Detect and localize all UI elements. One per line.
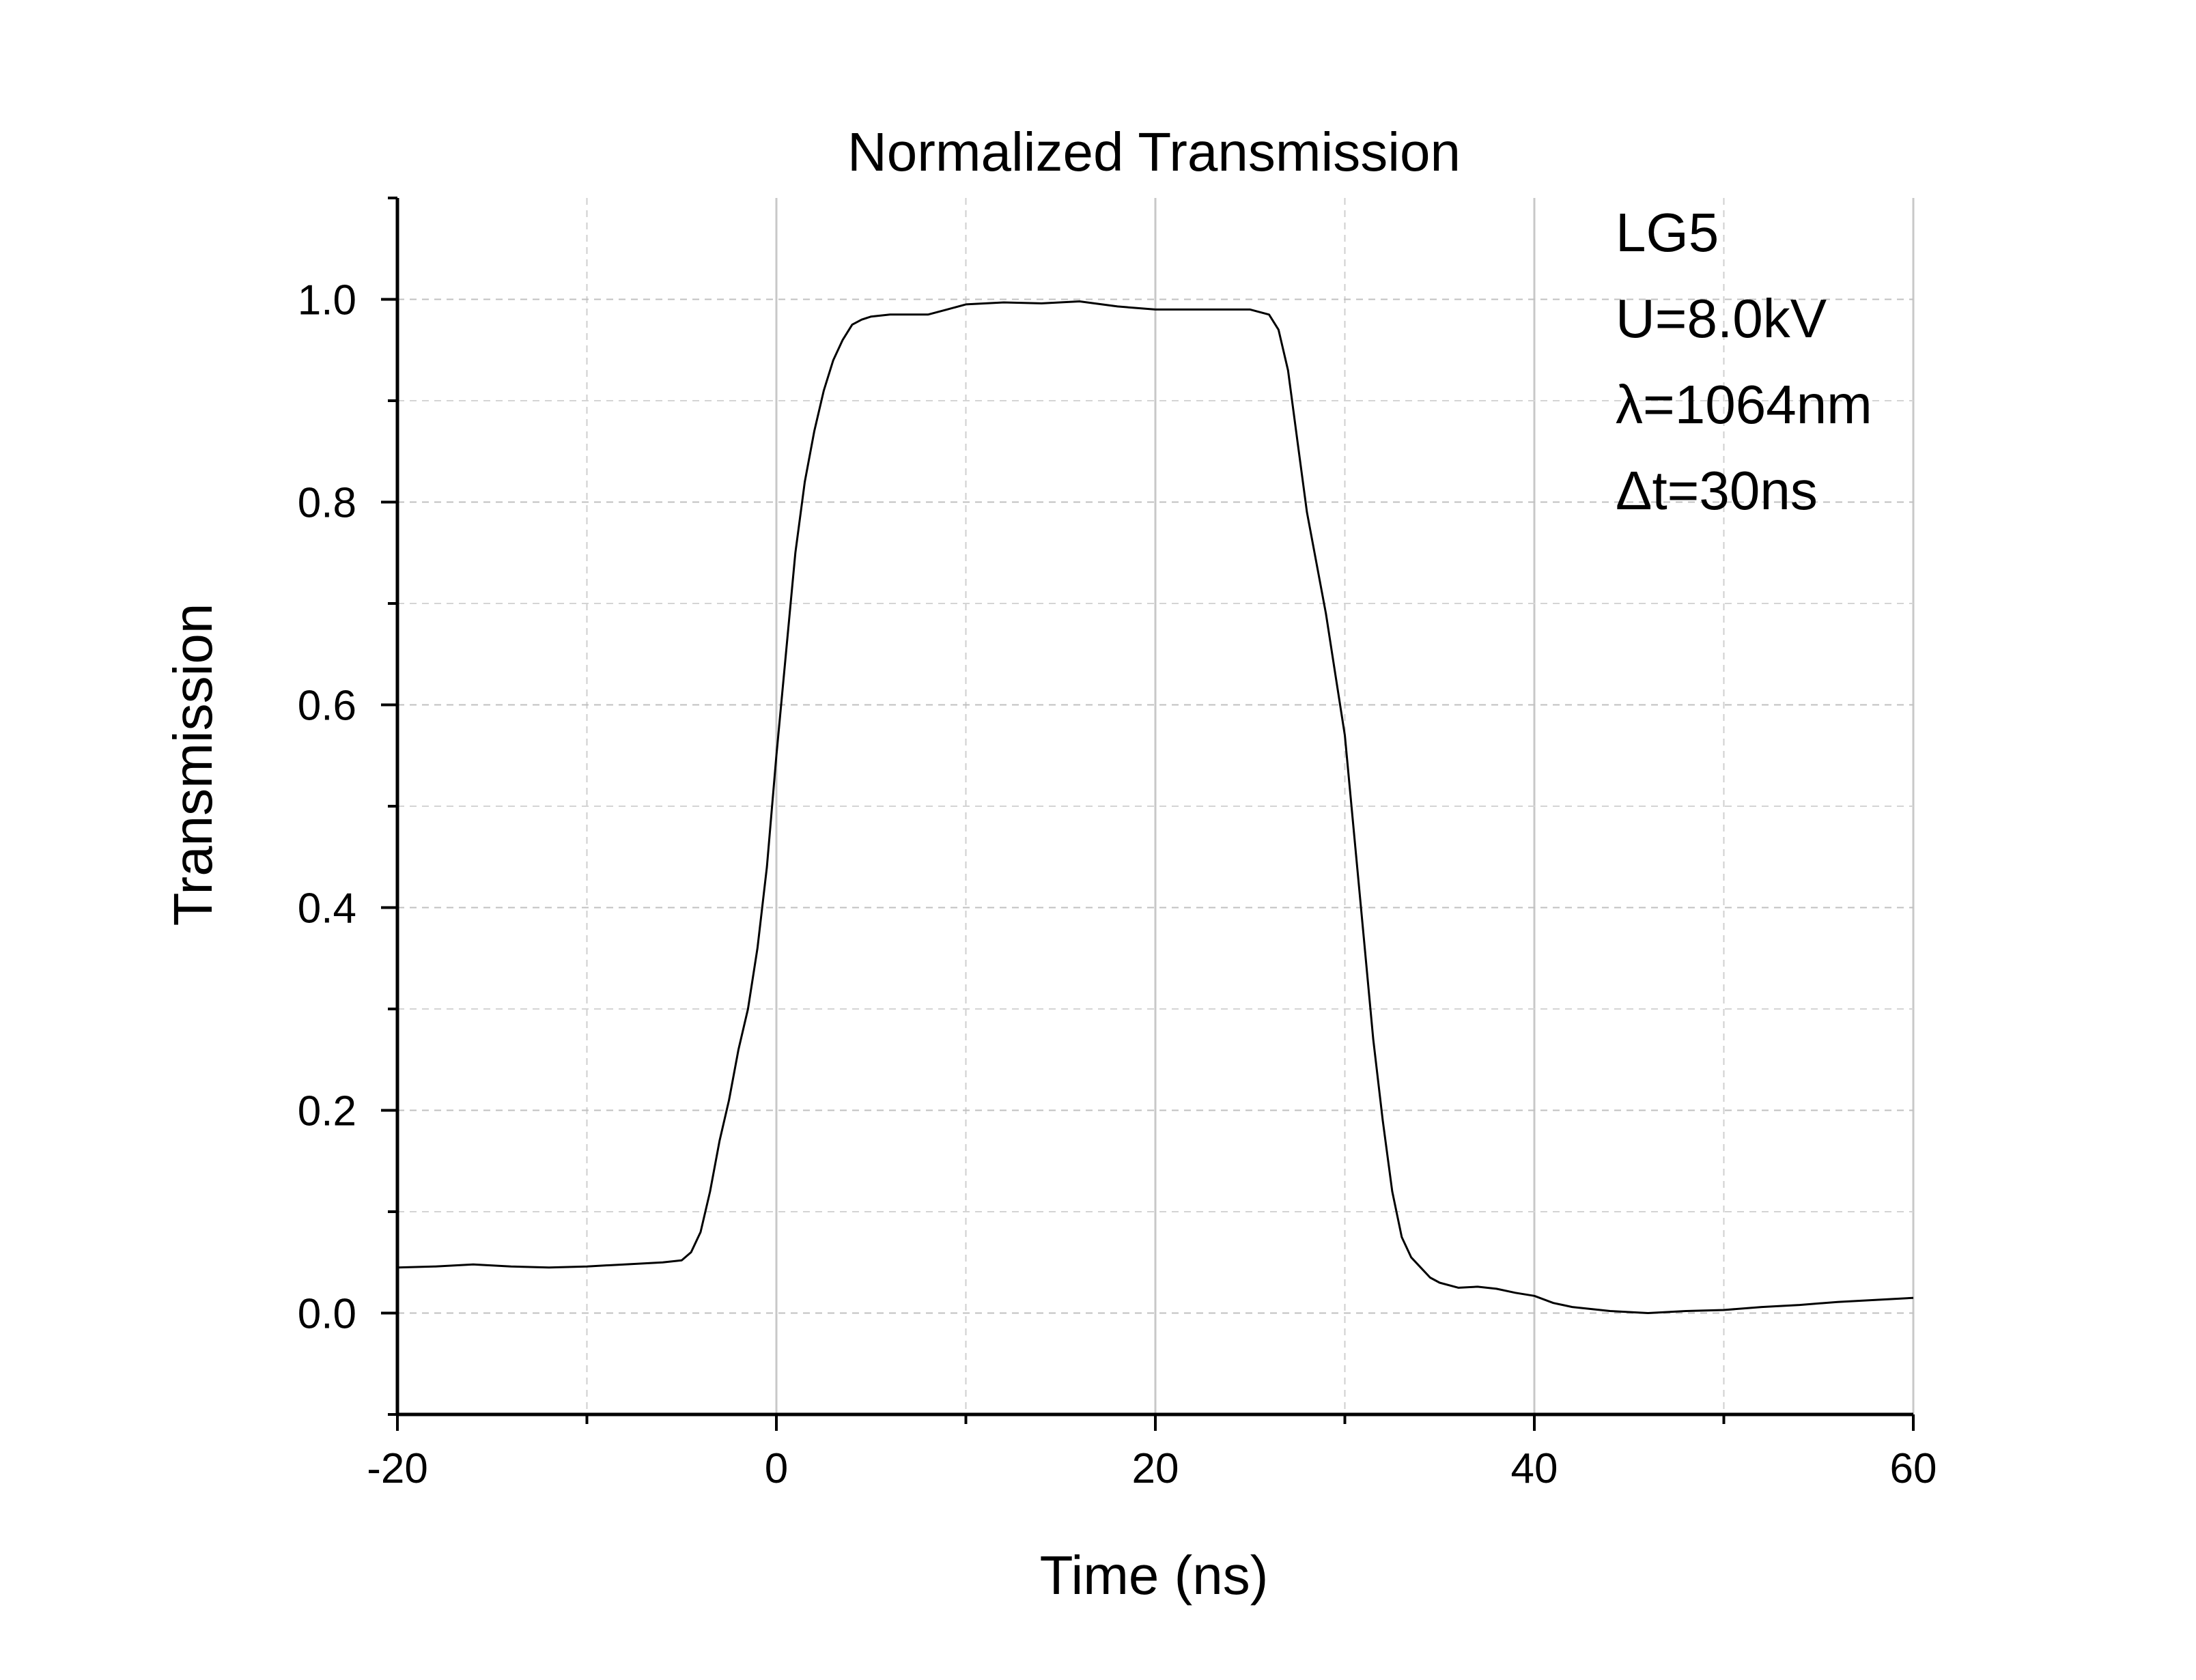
- y-tick-label: 0.4: [298, 885, 356, 932]
- transmission-line: [397, 300, 1914, 1314]
- y-tick-label: 0.8: [298, 480, 356, 527]
- y-tick-label: 0.6: [298, 683, 356, 730]
- axes: [381, 197, 1915, 1431]
- annotation-text: Δt=30ns: [1616, 460, 1818, 521]
- annotation-text: LG5: [1616, 202, 1719, 263]
- y-tick-labels: 0.0 0.2 0.4 0.6 0.8 1.0: [298, 277, 356, 1338]
- y-axis-title: Transmission: [163, 603, 223, 926]
- chart-title: Normalized Transmission: [847, 122, 1461, 182]
- grid: [397, 198, 1915, 1414]
- x-tick-label: 40: [1511, 1445, 1558, 1492]
- y-tick-label: 0.0: [298, 1291, 356, 1338]
- x-tick-label: 20: [1132, 1445, 1179, 1492]
- y-tick-label: 1.0: [298, 277, 356, 324]
- annotation-box: LG5 U=8.0kV λ=1064nm Δt=30ns: [1616, 202, 1872, 521]
- y-tick-label: 0.2: [298, 1088, 356, 1135]
- x-tick-labels: -20 0 20 40 60: [367, 1445, 1937, 1492]
- annotation-text: λ=1064nm: [1616, 374, 1872, 435]
- x-axis-title: Time (ns): [1040, 1545, 1269, 1606]
- x-tick-label: 0: [765, 1445, 788, 1492]
- x-tick-label: -20: [367, 1445, 428, 1492]
- data-series: [397, 300, 1914, 1314]
- annotation-text: U=8.0kV: [1616, 288, 1827, 349]
- x-tick-label: 60: [1890, 1445, 1937, 1492]
